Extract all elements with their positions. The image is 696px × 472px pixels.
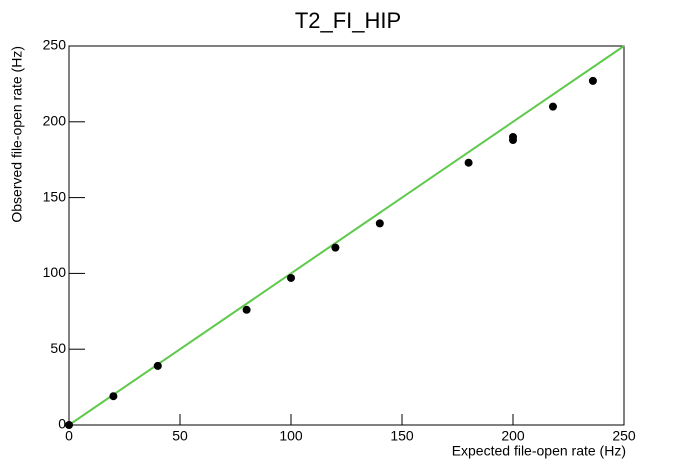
data-point [109,392,118,401]
data-point [588,76,597,85]
data-point [242,305,251,314]
y-tick-label: 0 [58,416,66,432]
x-tick-label: 200 [501,428,525,444]
data-point [509,132,517,141]
plot-frame [68,45,625,426]
data-point [287,273,295,282]
x-tick-label: 0 [65,428,73,444]
fit-line [68,45,625,426]
data-point [375,219,384,228]
y-tick-label: 250 [43,37,67,53]
x-tick-label: 50 [172,428,188,444]
x-tick-label: 250 [612,428,636,444]
data-point [153,361,162,370]
y-tick-label: 200 [43,113,67,129]
data-point [548,102,557,111]
data-point [65,421,73,429]
y-axis-label: Observed file-open rate (Hz) [9,46,25,223]
data-point [464,158,473,167]
y-tick-label: 50 [50,340,66,356]
x-tick-label: 150 [390,428,414,444]
y-tick-label: 150 [43,188,67,204]
x-axis-label: Expected file-open rate (Hz) [452,443,626,459]
y-tick-label: 100 [43,264,67,280]
data-point [331,243,340,252]
x-tick-label: 100 [279,428,303,444]
chart-title: T2_FI_HIP [295,8,401,33]
